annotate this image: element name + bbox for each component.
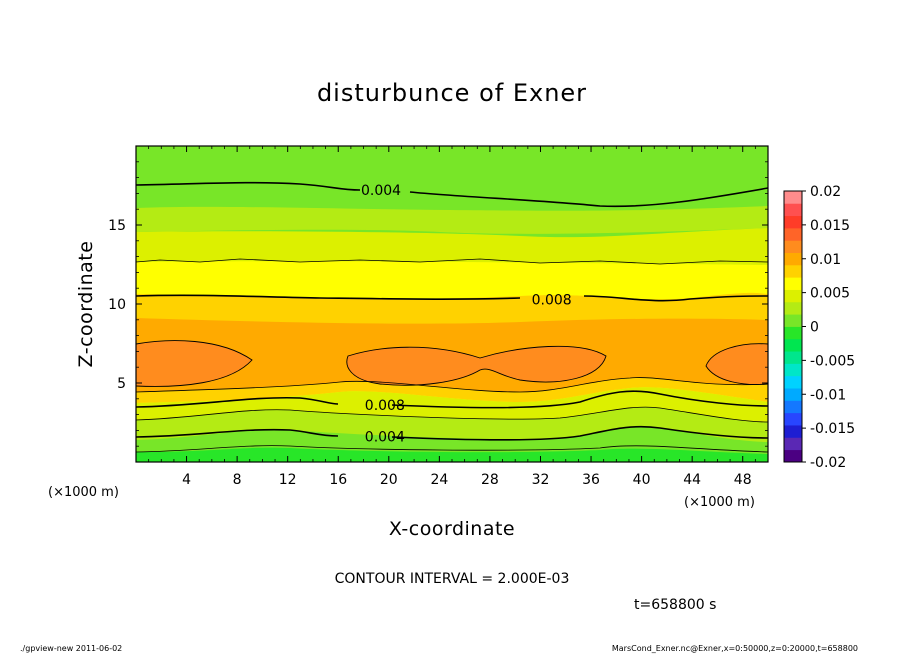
contour-0006-lower (136, 406, 768, 423)
field-blob-center (346, 346, 606, 386)
colorbar-swatch (784, 203, 802, 217)
colorbar-swatch (784, 277, 802, 290)
contour-label: 0.008 (365, 398, 405, 414)
contour-0010-blob-left (136, 340, 253, 387)
colorbar-swatch (784, 215, 802, 229)
contour-labels: 0.004 0.008 0.008 0.004 (361, 183, 572, 445)
colorbar-tick-label: -0.005 (810, 353, 855, 369)
x-tick-label: 4 (182, 472, 191, 488)
contour-0008-upper (136, 294, 768, 302)
field-band-lower-0 (136, 447, 768, 462)
contour-0010-blob-center (346, 345, 607, 386)
x-axis-title: X-coordinate (389, 518, 515, 540)
y-tick-label: 15 (108, 218, 126, 234)
field-blob-left (136, 340, 252, 387)
contour-0010-blob-right (705, 343, 768, 385)
colorbar-swatch (784, 314, 802, 327)
colorbar-swatch (784, 338, 802, 352)
x-tick-label: 32 (532, 472, 550, 488)
x-unit-left: (×1000 m) (48, 485, 119, 500)
colorbar-swatch (784, 264, 802, 278)
colorbar-swatch (784, 191, 802, 204)
contour-label: 0.004 (365, 430, 405, 446)
x-tick-label: 16 (329, 472, 347, 488)
y-axis-title: Z-coordinate (75, 241, 97, 368)
contour-interval-text: CONTOUR INTERVAL = 2.000E-03 (335, 571, 570, 587)
colorbar-tick-label: 0.015 (810, 218, 850, 234)
footer-left: ./gpview-new 2011-06-02 (20, 644, 122, 653)
x-tick-label: 28 (481, 472, 499, 488)
colorbar-tick-label: 0.01 (810, 252, 841, 268)
contour-0008-lower (136, 390, 768, 409)
colorbar-swatch (784, 252, 802, 266)
x-tick-label: 44 (683, 472, 701, 488)
y-tick-label: 5 (117, 376, 126, 392)
field-blob-right (706, 343, 768, 385)
y-axis-ticks: 5 10 15 (108, 161, 768, 447)
colorbar-swatch (784, 289, 802, 303)
colorbar-swatch (784, 400, 802, 414)
colorbar-swatch (784, 388, 802, 401)
colorbar-swatch (784, 326, 802, 340)
colorbar-swatch (784, 449, 802, 463)
x-tick-label: 36 (582, 472, 600, 488)
time-text: t=658800 s (634, 597, 716, 613)
colorbar-swatch (784, 351, 802, 364)
colorbar-swatch (784, 301, 802, 315)
colorbar-tick-label: 0.005 (810, 286, 850, 302)
colorbar-tick-label: -0.02 (810, 455, 846, 471)
colorbar-tick-label: -0.01 (810, 387, 846, 403)
colorbar-swatch (784, 437, 802, 451)
footer-right: MarsCond_Exner.nc@Exner,x=0:50000,z=0:20… (612, 644, 858, 653)
colorbar-swatch (784, 412, 802, 426)
x-axis-ticks: 4 8 12 16 20 24 28 32 36 40 44 48 (148, 146, 769, 488)
x-unit-right: (×1000 m) (684, 495, 755, 510)
plot-area (135, 145, 769, 463)
field-band-0004-upper (136, 206, 768, 234)
contour-label: 0.008 (532, 292, 572, 308)
contour-0010-lower (136, 377, 768, 393)
x-tick-label: 12 (279, 472, 297, 488)
colorbar: 0.02 0.015 0.01 0.005 0 -0.005 -0.01 -0.015 -0.0… (783, 184, 855, 471)
y-tick-label: 10 (108, 297, 126, 313)
colorbar-swatch (784, 240, 802, 253)
x-tick-label: 48 (734, 472, 752, 488)
colorbar-tick-label: 0 (810, 320, 819, 336)
x-tick-label: 24 (430, 472, 448, 488)
x-tick-label: 20 (380, 472, 398, 488)
colorbar-swatch (784, 227, 802, 241)
colorbar-tick-label: -0.015 (810, 421, 855, 437)
colorbar-tick-label: 0.02 (810, 184, 841, 200)
contour-0004-upper (136, 181, 768, 208)
contour-label: 0.004 (361, 183, 401, 199)
chart-title: disturbunce of Exner (317, 79, 587, 107)
colorbar-swatch (784, 375, 802, 389)
colorbar-swatch (784, 363, 802, 377)
x-tick-label: 40 (633, 472, 651, 488)
contour-0002-lower (136, 445, 768, 453)
contour-0006-upper (136, 258, 768, 265)
x-tick-label: 8 (233, 472, 242, 488)
colorbar-swatch (784, 425, 802, 438)
contour-0004-lower (136, 425, 768, 441)
